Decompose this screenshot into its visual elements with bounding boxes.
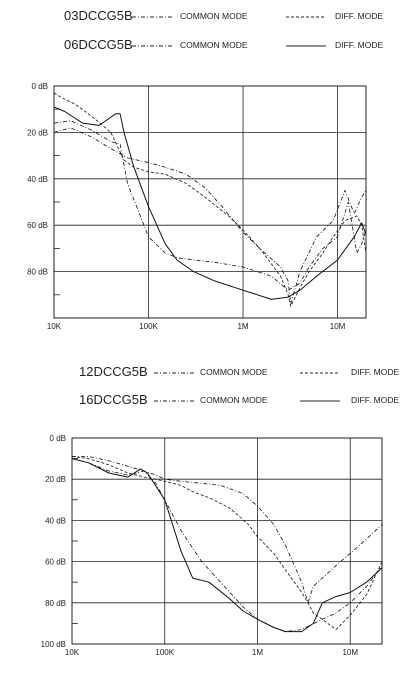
legend-row-16dccg5b: 16DCCG5B COMMON MODE DIFF. MODE [0,392,417,410]
y-tick-label: 40 dB [27,175,48,184]
legend-model-label: 12DCCG5B [79,364,148,379]
legend-entry-label: COMMON MODE [200,395,268,405]
x-tick-label: 10M [342,648,358,657]
x-tick-label: 1M [237,322,248,331]
series-line [53,120,367,291]
series-line [72,456,383,604]
legend-swatch-dashed [300,372,340,374]
legend-entry-label: DIFF. MODE [351,367,400,377]
legend-swatch-dashdot [154,400,194,402]
legend-entry-label: DIFF. MODE [351,395,400,405]
legend-swatch-dashdot [154,372,194,374]
series-line [71,458,383,633]
plot-frame [53,85,367,319]
legend-swatch-solid [300,400,340,402]
legend-swatch-dashed [286,16,326,18]
y-tick-label: 0 dB [32,82,48,91]
legend-entry-label: COMMON MODE [180,40,248,50]
series-line [53,127,367,305]
legend-swatch-dashdot [132,45,172,47]
y-tick-label: 80 dB [45,599,66,608]
plot-frame [71,437,383,645]
series-line [53,92,367,307]
legend-swatch-solid [286,45,326,47]
y-tick-label: 60 dB [27,221,48,230]
legend-row-06dccg5b: 06DCCG5B COMMON MODE DIFF. MODE [0,37,417,55]
legend-model-label: 06DCCG5B [64,37,133,52]
y-tick-label: 80 dB [27,268,48,277]
y-tick-label: 20 dB [45,475,66,484]
legend-model-label: 16DCCG5B [79,392,148,407]
chart1-legend: 03DCCG5B COMMON MODE DIFF. MODE 06DCCG5B… [0,2,417,58]
x-tick-label: 100K [139,322,158,331]
chart1-plot: 0 dB 20 dB 40 dB 60 dB 80 dB 10K 100K 1M 10M [27,82,367,331]
series-line [53,106,367,300]
legend-swatch-dashdot [132,16,172,18]
y-tick-label: 0 dB [50,434,66,443]
chart2-legend: 12DCCG5B COMMON MODE DIFF. MODE 16DCCG5B… [0,360,417,420]
legend-entry-label: DIFF. MODE [335,40,384,50]
y-tick-label: 40 dB [45,516,66,525]
legend-entry-label: COMMON MODE [200,367,268,377]
legend-row-03dccg5b: 03DCCG5B COMMON MODE DIFF. MODE [0,8,417,26]
legend-model-label: 03DCCG5B [64,8,133,23]
x-tick-label: 10K [65,648,80,657]
y-tick-label: 20 dB [27,128,48,137]
legend-entry-label: DIFF. MODE [335,11,384,21]
y-tick-label: 60 dB [45,558,66,567]
y-tick-label: 100 dB [41,640,66,649]
legend-entry-label: COMMON MODE [180,11,248,21]
x-tick-label: 1M [252,648,263,657]
x-tick-label: 10K [47,322,62,331]
x-tick-label: 10M [330,322,346,331]
series-line [71,456,383,631]
x-tick-label: 100K [155,648,174,657]
series-line [71,458,383,633]
legend-row-12dccg5b: 12DCCG5B COMMON MODE DIFF. MODE [0,364,417,382]
